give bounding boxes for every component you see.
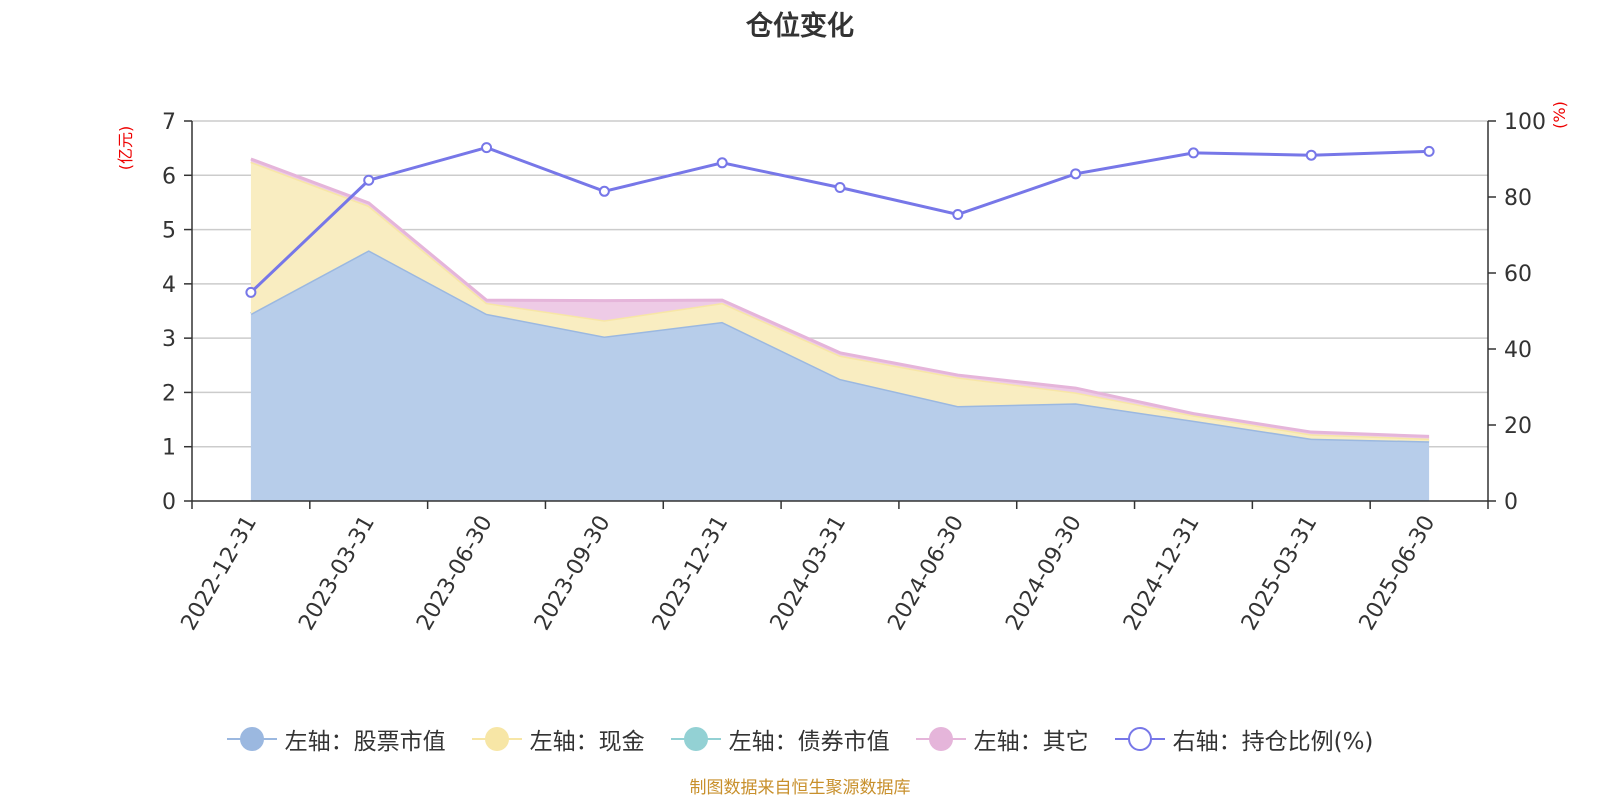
- x-axis-tick-label: 2023-12-31: [648, 512, 734, 635]
- x-axis-tick-label: 2023-06-30: [412, 512, 498, 635]
- left-axis-unit-label: (亿元): [116, 126, 135, 171]
- area-series: [250, 157, 1430, 501]
- ratio-point: [952, 208, 964, 220]
- right-axis-tick-label: 60: [1504, 262, 1532, 287]
- ratio-point: [1070, 168, 1082, 180]
- right-axis-tick-label: 80: [1504, 186, 1532, 211]
- ratio-point: [363, 174, 375, 186]
- x-axis-tick-label: 2024-03-31: [766, 512, 852, 635]
- legend-marker-icon: [915, 726, 966, 752]
- x-axis-tick-label: 2024-09-30: [1001, 512, 1087, 635]
- left-axis-tick-label: 4: [162, 273, 176, 298]
- legend-item[interactable]: 左轴：债券市值: [670, 722, 890, 756]
- area-series-fill: [250, 250, 1430, 501]
- chart-plot: 0 1 2 3 4 5 6 7 0 20 40 60 80 100 (亿元) (%) 2022-12-31 202…: [116, 101, 1569, 635]
- x-axis-tick-label: 2023-03-31: [294, 512, 380, 635]
- ratio-point: [716, 157, 728, 169]
- chart-title: 仓位变化: [746, 11, 854, 42]
- legend: 左轴：股票市值 左轴：现金 左轴：债券市值 左轴：其它 右轴：持仓比例(%): [0, 722, 1600, 756]
- ratio-point: [598, 185, 610, 197]
- ratio-point: [834, 182, 846, 193]
- ratio-point: [245, 286, 257, 298]
- x-axis-tick-label: 2022-12-31: [177, 512, 263, 635]
- x-axis-tick-label: 2024-12-31: [1119, 512, 1205, 635]
- ratio-line-series: [245, 142, 1435, 298]
- x-axis-tick-label: 2025-03-31: [1237, 512, 1323, 635]
- left-axis-tick-label: 5: [162, 219, 176, 244]
- left-axis-tick-label: 2: [162, 381, 176, 406]
- data-source-note: 制图数据来自恒生聚源数据库: [689, 778, 911, 798]
- x-axis-tick-label: 2025-06-30: [1355, 512, 1441, 635]
- legend-label: 右轴：持仓比例(%): [1172, 729, 1374, 755]
- right-axis-unit-label: (%): [1550, 101, 1569, 129]
- legend-item[interactable]: 右轴：持仓比例(%): [1114, 722, 1374, 756]
- legend-marker-icon: [670, 726, 721, 752]
- right-axis-tick-label: 40: [1504, 338, 1532, 363]
- ratio-point: [1305, 149, 1317, 161]
- legend-marker-icon: [226, 726, 277, 752]
- ratio-point: [481, 142, 493, 154]
- left-axis-tick-label: 1: [162, 436, 176, 461]
- left-axis-tick-label: 7: [162, 110, 176, 135]
- legend-marker-icon: [1114, 726, 1165, 752]
- area-series-edge: [250, 157, 1430, 438]
- legend-label: 左轴：股票市值: [284, 729, 446, 755]
- legend-item[interactable]: 左轴：其它: [915, 722, 1089, 756]
- legend-label: 左轴：现金: [529, 729, 645, 755]
- legend-label: 左轴：其它: [973, 729, 1089, 755]
- x-axis-tick-label: 2023-09-30: [530, 512, 616, 635]
- right-axis-tick-label: 0: [1504, 490, 1518, 515]
- ratio-point: [1423, 145, 1435, 157]
- legend-item[interactable]: 左轴：现金: [471, 722, 645, 756]
- right-axis-tick-label: 20: [1504, 414, 1532, 439]
- left-axis-tick-label: 0: [162, 490, 176, 515]
- ratio-point: [1187, 147, 1199, 159]
- x-axis-tick-label: 2024-06-30: [883, 512, 969, 635]
- legend-label: 左轴：债券市值: [728, 729, 890, 755]
- legend-marker-icon: [471, 726, 522, 752]
- left-axis-tick-label: 6: [162, 164, 176, 189]
- legend-item[interactable]: 左轴：股票市值: [226, 722, 446, 756]
- right-axis-tick-label: 100: [1504, 110, 1546, 135]
- left-axis-tick-label: 3: [162, 327, 176, 352]
